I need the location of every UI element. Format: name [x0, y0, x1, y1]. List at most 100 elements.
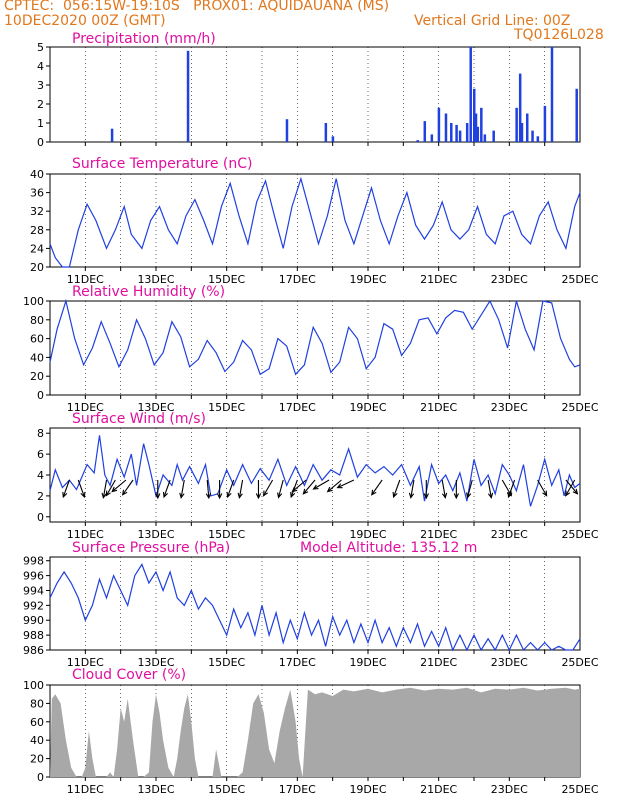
- wind-arrow-head: [487, 492, 494, 499]
- wind-arrow-head: [572, 488, 579, 495]
- precip-bar: [550, 47, 554, 142]
- wind-arrow-head: [179, 492, 185, 499]
- pressure-y-tick-label: 996: [23, 570, 44, 583]
- precip-bar: [331, 136, 335, 142]
- cloud-title: Cloud Cover (%): [72, 667, 186, 683]
- rh-x-label: 17DEC: [279, 401, 316, 414]
- wind-arrow-head: [423, 493, 429, 500]
- wind-arrow: [410, 479, 415, 498]
- wind-arrow-head: [62, 491, 68, 499]
- pressure-y-tick-label: 986: [23, 644, 44, 657]
- rh-y-tick-label: 40: [30, 351, 44, 364]
- wind-arrow: [263, 479, 274, 496]
- precip-frame: [49, 46, 581, 143]
- wind-arrow: [303, 479, 316, 495]
- rh-y-tick-label: 0: [37, 389, 44, 402]
- pressure-y-tick-label: 988: [23, 629, 44, 642]
- precip-bar: [423, 121, 427, 142]
- wind-arrow-head: [277, 492, 283, 499]
- wind-arrow: [206, 479, 210, 498]
- cloud-x-label: 15DEC: [208, 783, 245, 796]
- wind-x-label: 13DEC: [137, 528, 174, 541]
- wind-arrow-head: [441, 492, 448, 499]
- precip-y-tick-label: 3: [37, 79, 44, 92]
- wind-series-line: [49, 435, 581, 507]
- cloud-y-tick-label: 40: [30, 734, 44, 747]
- wind-arrow-head: [155, 493, 161, 500]
- wind-arrow: [393, 479, 401, 498]
- precip-y-tick-label: 4: [37, 60, 44, 73]
- pressure-x-label: 17DEC: [279, 656, 316, 669]
- wind-arrow: [105, 479, 116, 496]
- wind-arrow: [313, 479, 330, 490]
- temp-title: Surface Temperature (nC): [72, 156, 253, 172]
- precip-bar: [465, 123, 469, 142]
- pressure-y-tick-label: 994: [23, 584, 44, 597]
- wind-x-label: 11DEC: [67, 528, 104, 541]
- wind-arrow-head: [466, 492, 472, 499]
- pressure-x-label: 19DEC: [349, 656, 386, 669]
- wind-arrow-head: [336, 483, 343, 489]
- precip-bar: [518, 73, 522, 142]
- wind-arrow-head: [205, 493, 212, 500]
- precip-bar: [515, 107, 518, 142]
- wind-arrow: [441, 479, 446, 498]
- wind-arrow: [77, 479, 85, 498]
- wind-arrow-head: [371, 489, 377, 496]
- wind-x-label: 23DEC: [491, 528, 528, 541]
- temp-y-tick-label: 20: [30, 261, 44, 274]
- cloud-x-label: 17DEC: [279, 783, 316, 796]
- wind-arrow-head: [255, 493, 262, 500]
- wind-arrow-head: [121, 489, 128, 496]
- rh-x-label: 25DEC: [561, 401, 598, 414]
- temp-x-label: 23DEC: [491, 273, 528, 286]
- cloud-x-label: 25DEC: [561, 783, 598, 796]
- station-header: CPTEC: 056:15W-19:10S PROX01: AQUIDAUANA…: [4, 0, 390, 14]
- precip-y-tick-label: 2: [37, 98, 44, 111]
- precip-title: Precipitation (mm/h): [72, 31, 216, 47]
- wind-arrow-head: [565, 490, 571, 497]
- wind-arrow: [122, 479, 134, 496]
- pressure-x-label: 23DEC: [491, 656, 528, 669]
- precip-bar: [536, 136, 540, 142]
- temp-x-label: 21DEC: [420, 273, 457, 286]
- wind-arrow: [180, 479, 185, 498]
- precip-bar: [469, 47, 472, 142]
- wind-y-tick-label: 0: [37, 511, 44, 524]
- precip-bar: [444, 113, 448, 142]
- rh-title: Relative Humidity (%): [72, 284, 225, 300]
- cloud-area: [50, 687, 580, 777]
- wind-arrow-head: [542, 490, 548, 497]
- precip-bar: [437, 107, 441, 142]
- wind-arrow-head: [291, 486, 298, 493]
- temp-y-tick-label: 36: [30, 187, 44, 200]
- wind-arrow: [507, 479, 516, 498]
- wind-arrow-head: [408, 492, 415, 499]
- precip-bar: [520, 123, 524, 142]
- rh-frame: [49, 300, 581, 396]
- cloud-x-label: 21DEC: [420, 783, 457, 796]
- rh-x-label: 23DEC: [491, 401, 528, 414]
- wind-arrow-head: [226, 491, 232, 499]
- cloud-y-tick-label: 80: [30, 697, 44, 710]
- pressure-y-tick-label: 998: [23, 555, 44, 568]
- precip-y-tick-label: 5: [37, 41, 44, 54]
- precip-bar: [285, 119, 289, 142]
- wind-arrow-head: [392, 491, 398, 499]
- wind-arrow: [487, 479, 492, 498]
- precip-bar: [324, 123, 328, 142]
- wind-y-tick-label: 8: [37, 427, 44, 440]
- temp-x-label: 25DEC: [561, 273, 598, 286]
- wind-x-label: 19DEC: [349, 528, 386, 541]
- rh-x-label: 13DEC: [137, 401, 174, 414]
- rh-series-line: [49, 298, 581, 376]
- pressure-subtitle: Model Altitude: 135.12 m: [300, 540, 477, 556]
- wind-arrow: [537, 479, 548, 496]
- wind-arrow-head: [290, 491, 296, 499]
- wind-arrow-head: [216, 493, 223, 500]
- wind-x-label: 15DEC: [208, 528, 245, 541]
- precip-bar: [416, 140, 419, 142]
- precip-bar: [430, 134, 434, 142]
- model-code-label: TQ0126L028: [514, 27, 604, 43]
- wind-x-label: 21DEC: [420, 528, 457, 541]
